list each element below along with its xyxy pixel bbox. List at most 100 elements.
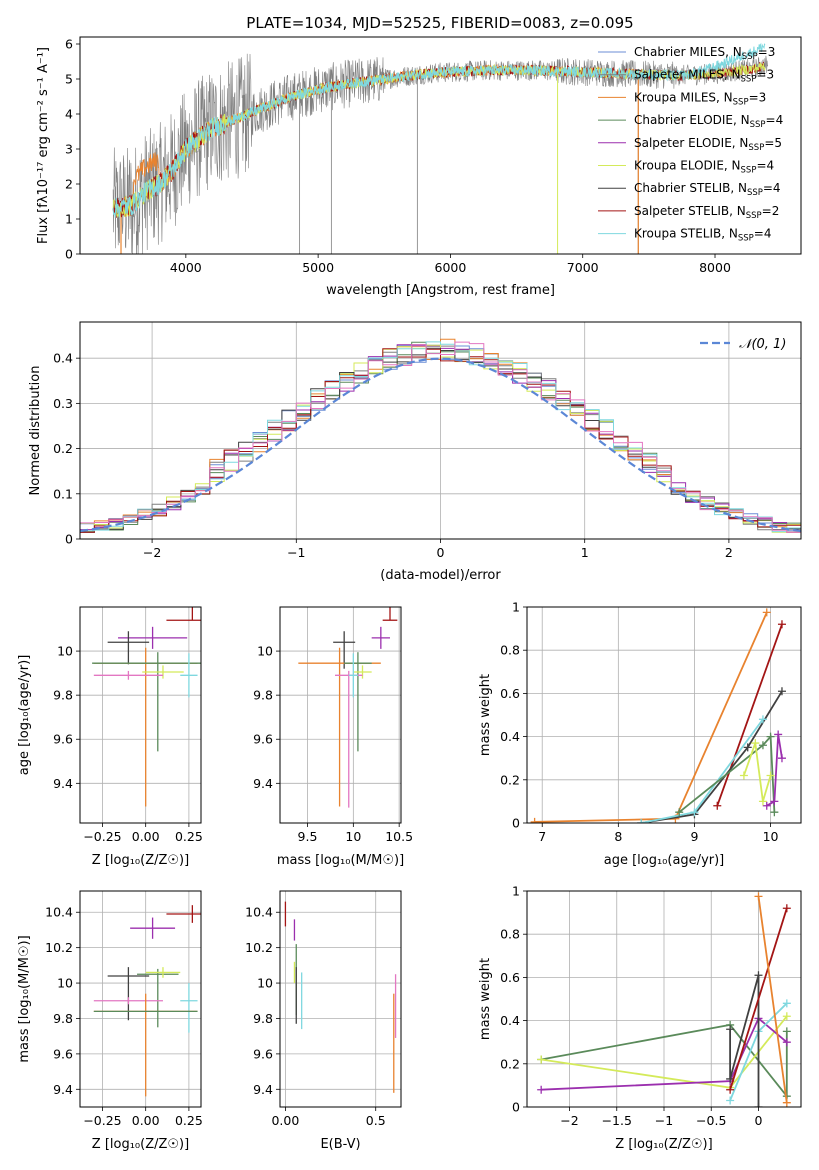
x-axis-label: (data-model)/error bbox=[380, 568, 501, 583]
weight-marker bbox=[758, 797, 767, 806]
weight-marker bbox=[726, 1025, 735, 1034]
x-tick-label: −2 bbox=[560, 1113, 578, 1128]
weight-line-salpeter_elodie bbox=[766, 734, 783, 807]
y-tick-label: 10 bbox=[57, 644, 73, 659]
weight-marker bbox=[754, 1103, 763, 1107]
x-tick-label: 0.00 bbox=[271, 1113, 299, 1128]
y-tick-label: 0 bbox=[65, 532, 73, 547]
y-tick-label: 9.6 bbox=[253, 1046, 273, 1061]
weight-marker bbox=[782, 1098, 791, 1107]
axes-frame bbox=[279, 890, 402, 1108]
x-axis-label: wavelength [Angstrom, rest frame] bbox=[326, 283, 555, 298]
weight-line-salpeter_stelib bbox=[716, 623, 783, 807]
axes-frame bbox=[79, 36, 802, 255]
x-tick-label: 0.00 bbox=[132, 1113, 160, 1128]
weight-marker bbox=[782, 904, 791, 913]
axes-frame bbox=[526, 606, 802, 824]
x-tick-label: 7000 bbox=[567, 260, 599, 275]
weight-marker bbox=[537, 1055, 546, 1064]
weight-marker bbox=[777, 754, 786, 763]
ebv-mass-panel: 0.00 0.5 9.4 9.6 9.8 10 10.2 10.4 E(B-V) bbox=[245, 890, 402, 1152]
y-tick-label: 0.8 bbox=[500, 927, 520, 942]
y-axis-label: mass weight bbox=[478, 958, 493, 1040]
weight-marker bbox=[726, 1096, 735, 1105]
x-tick-label: 8000 bbox=[699, 260, 731, 275]
weight-marker bbox=[770, 797, 779, 806]
y-tick-label: 1 bbox=[65, 212, 73, 227]
mass-age-panel: 9.5 10 10.5 9.4 9.6 9.8 10 mass [log₁₀(M/M☉)] bbox=[253, 606, 413, 868]
y-tick-label: 9.4 bbox=[53, 776, 73, 791]
y-tick-label: 9.8 bbox=[53, 688, 73, 703]
weight-marker bbox=[774, 730, 783, 739]
y-tick-label: 0.6 bbox=[500, 970, 520, 985]
weight-marker bbox=[770, 808, 779, 817]
legend-label: Chabrier ELODIE, NSSP=4 bbox=[634, 113, 783, 130]
x-tick-label: 8 bbox=[614, 829, 622, 844]
weight-marker bbox=[782, 1038, 791, 1047]
y-tick-label: 5 bbox=[65, 72, 73, 87]
weight-marker bbox=[777, 620, 786, 629]
errorbars bbox=[93, 905, 201, 1097]
weight-marker bbox=[782, 1027, 791, 1036]
x-axis-label: E(B-V) bbox=[320, 1137, 360, 1152]
y-tick-label: 9.4 bbox=[253, 1082, 273, 1097]
y-tick-label: 0.2 bbox=[53, 441, 73, 456]
x-tick-label: −0.25 bbox=[83, 1113, 121, 1128]
weight-line-salpeter_elodie bbox=[541, 1016, 788, 1091]
y-tick-label: 0.8 bbox=[500, 643, 520, 658]
weight-marker bbox=[739, 771, 748, 780]
y-tick-label: 10 bbox=[257, 644, 273, 659]
model-spectrum-kroupa_elodie bbox=[112, 62, 766, 219]
errorbars bbox=[298, 607, 398, 808]
y-tick-label: 9.6 bbox=[53, 1046, 73, 1061]
y-axis-label: mass weight bbox=[478, 674, 493, 756]
y-tick-label: 9.8 bbox=[53, 1011, 73, 1026]
axes-frame bbox=[279, 606, 402, 824]
y-tick-label: 0.6 bbox=[500, 686, 520, 701]
x-tick-label: 10 bbox=[345, 829, 361, 844]
weight-line-kroupa_elodie bbox=[743, 742, 772, 802]
x-axis-label: age [log₁₀(age/yr)] bbox=[604, 853, 725, 868]
y-tick-label: 0.2 bbox=[500, 1056, 520, 1071]
x-tick-label: 10 bbox=[763, 829, 779, 844]
y-tick-label: 1 bbox=[512, 600, 520, 615]
y-tick-label: 0.4 bbox=[53, 351, 73, 366]
y-tick-label: 9.6 bbox=[53, 732, 73, 747]
x-tick-label: 0 bbox=[755, 1113, 763, 1128]
spectrum-panel: 4000 5000 6000 7000 8000 0 1 2 3 4 5 6 Chabrier MILE… bbox=[36, 36, 802, 298]
weight-marker bbox=[743, 743, 752, 752]
y-tick-label: 3 bbox=[65, 142, 73, 157]
weight-line-chabrier_elodie bbox=[678, 734, 776, 813]
y-tick-label: 0 bbox=[65, 247, 73, 262]
x-tick-label: 5000 bbox=[302, 260, 334, 275]
legend-label: Kroupa MILES, NSSP=3 bbox=[634, 90, 766, 107]
weight-lines bbox=[537, 892, 791, 1107]
y-tick-label: 0.3 bbox=[53, 396, 73, 411]
weight-marker bbox=[782, 1012, 791, 1021]
weight-marker bbox=[782, 999, 791, 1008]
weight-marker bbox=[766, 771, 775, 780]
x-axis-label: Z [log₁₀(Z/Z☉)] bbox=[92, 853, 189, 868]
x-axis-label: Z [log₁₀(Z/Z☉)] bbox=[92, 1137, 189, 1152]
y-tick-label: 1 bbox=[512, 884, 520, 899]
weight-marker bbox=[530, 817, 539, 823]
legend-label: Chabrier MILES, NSSP=3 bbox=[634, 45, 775, 62]
legend-label: Chabrier STELIB, NSSP=4 bbox=[634, 181, 781, 198]
y-tick-label: 10.4 bbox=[245, 905, 273, 920]
weight-marker bbox=[675, 808, 684, 817]
weight-line-chabrier_stelib bbox=[729, 974, 760, 1107]
y-tick-label: 0 bbox=[512, 816, 520, 831]
y-tick-label: 10.2 bbox=[45, 940, 73, 955]
x-tick-label: 10.5 bbox=[385, 829, 413, 844]
y-axis-label: age [log₁₀(age/yr)] bbox=[17, 655, 32, 776]
model-spectrum-kroupa_stelib bbox=[112, 42, 766, 218]
weight-marker bbox=[537, 1085, 546, 1094]
y-tick-label: 9.8 bbox=[253, 1011, 273, 1026]
errorbars bbox=[284, 901, 397, 1093]
weight-marker bbox=[762, 608, 771, 617]
x-tick-label: −0.25 bbox=[83, 829, 121, 844]
y-tick-label: 10.2 bbox=[245, 940, 273, 955]
x-tick-label: −1.5 bbox=[602, 1113, 632, 1128]
weight-marker bbox=[637, 819, 646, 823]
legend-label: Salpeter STELIB, NSSP=2 bbox=[634, 204, 779, 221]
